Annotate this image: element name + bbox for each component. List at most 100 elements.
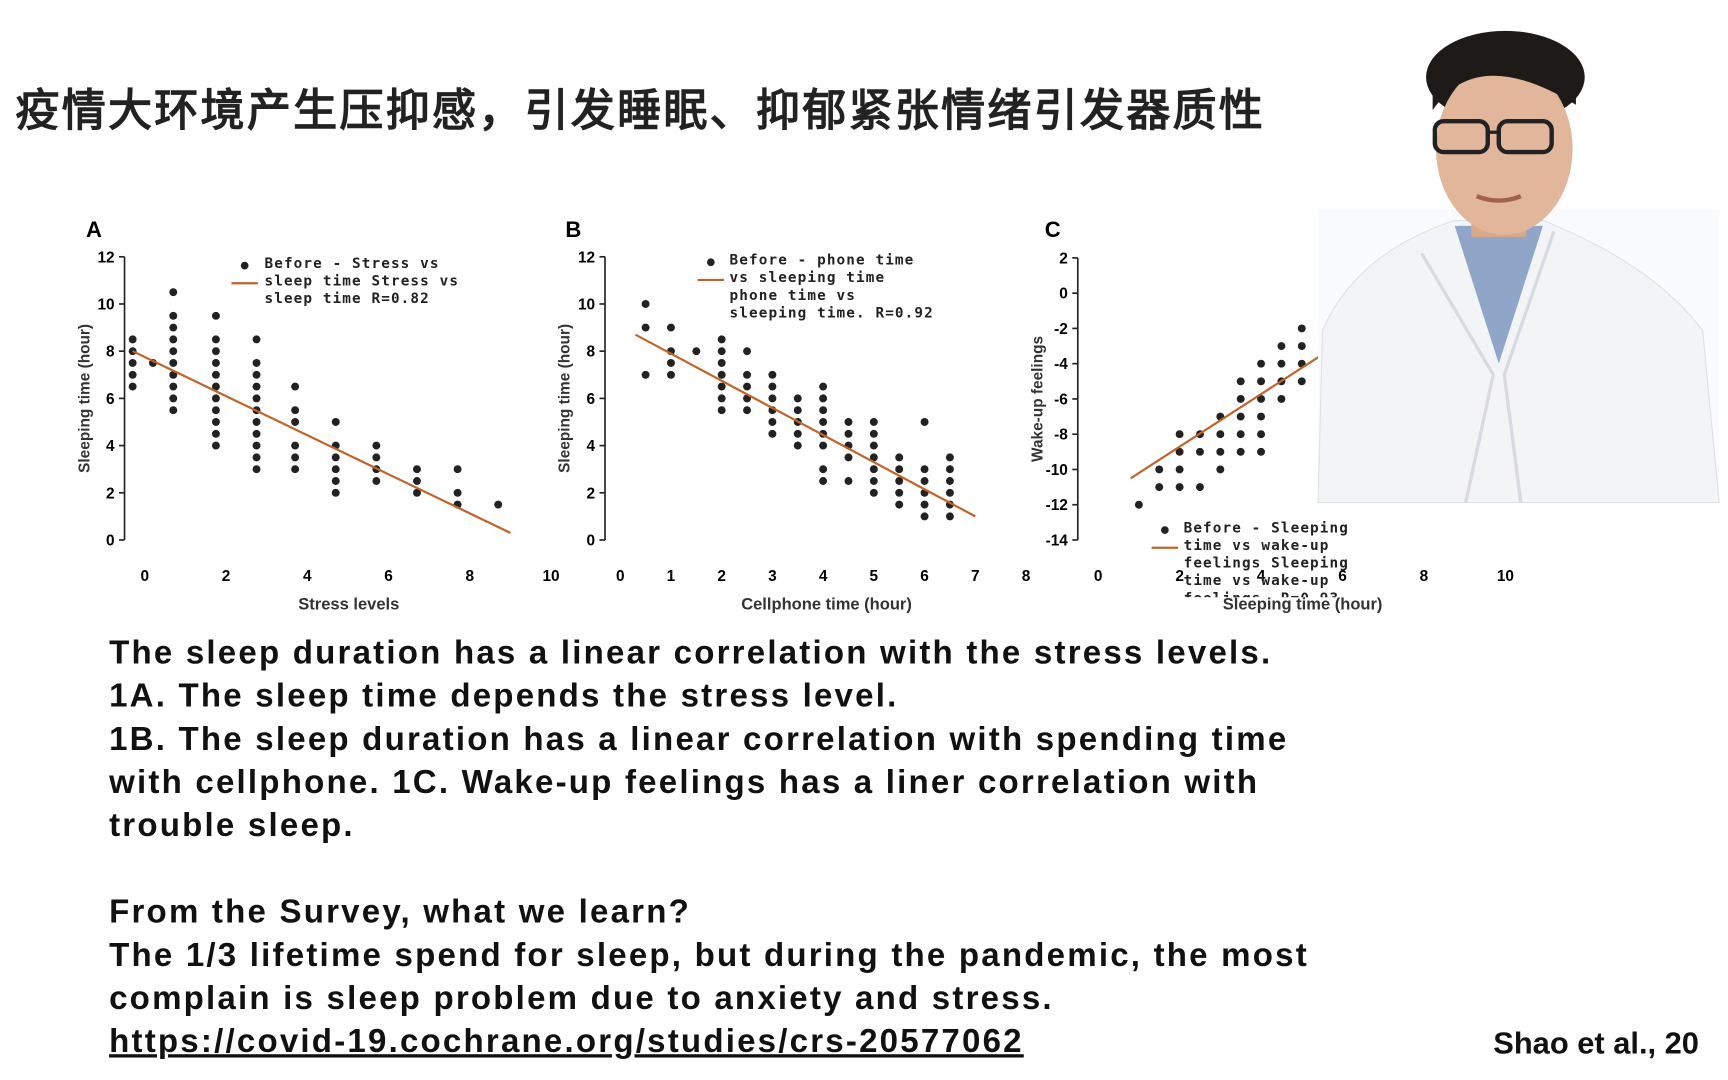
scatter-point [169, 311, 178, 320]
x-tick-label: 3 [768, 568, 777, 585]
scatter-point [1257, 412, 1266, 421]
y-tick-label: 12 [578, 249, 595, 266]
scatter-point [1297, 324, 1306, 333]
scatter-point [1195, 483, 1204, 492]
scatter-point [743, 382, 752, 391]
scatter-point [768, 382, 777, 391]
scatter-point [211, 418, 220, 426]
scatter-point [1257, 430, 1266, 439]
legend: Before - phone time vs sleeping time pho… [730, 252, 939, 323]
scatter-point [920, 418, 929, 426]
scatter-point [372, 453, 381, 462]
scatter-point [1175, 430, 1184, 439]
scatter-point [169, 323, 178, 332]
x-axis-label: Sleeping time (hour) [1223, 594, 1383, 613]
x-tick-label: 2 [717, 568, 726, 585]
scatter-point [641, 323, 650, 332]
scatter-point [768, 394, 777, 403]
legend-text: Before - phone time vs sleeping time pho… [730, 252, 939, 323]
scatter-point [291, 418, 300, 426]
y-tick-label: -2 [1054, 321, 1068, 338]
scatter-point [920, 500, 929, 509]
scatter-point [291, 382, 300, 391]
scatter-point [1257, 394, 1266, 403]
scatter-point [869, 418, 878, 426]
y-tick-label: 12 [97, 249, 114, 266]
scatter-point [768, 370, 777, 379]
x-tick-label: 0 [141, 568, 150, 585]
scatter-point [413, 465, 421, 474]
scatter-point [869, 477, 878, 485]
scatter-point [331, 418, 340, 426]
scatter-point [768, 429, 777, 438]
scatter-point [128, 359, 137, 367]
x-tick-label: 10 [1497, 568, 1514, 585]
y-tick-label: -8 [1054, 427, 1068, 444]
scatter-point [869, 453, 878, 462]
scatter-point [372, 441, 381, 450]
scatter-point [1175, 465, 1184, 474]
legend-label: Stress vs sleep time R=0.82 [264, 273, 460, 308]
scatter-point [128, 335, 137, 344]
scatter-point [819, 394, 828, 403]
y-tick-label: 2 [106, 485, 115, 502]
x-axis-label: Cellphone time (hour) [741, 594, 912, 613]
scatter-point [819, 477, 828, 485]
scatter-point [291, 465, 300, 474]
scatter-point [920, 465, 929, 474]
y-tick-label: 4 [587, 438, 596, 455]
link[interactable]: https://covid-19.cochrane.org/studies/cr… [109, 1023, 1024, 1060]
scatter-point [1155, 483, 1164, 492]
shirt [1454, 225, 1543, 364]
scatter-point [844, 418, 853, 426]
scatter-point [169, 382, 178, 391]
scatter-point [1216, 447, 1225, 456]
scatter-point [169, 394, 178, 403]
y-tick-label: 8 [587, 344, 596, 361]
scatter-point [819, 465, 828, 474]
y-tick-label: -14 [1046, 533, 1069, 550]
white-coat [1317, 219, 1720, 504]
legend-label: Before - Sleeping time vs wake-up feelin… [1183, 520, 1349, 572]
scatter-point [869, 465, 878, 474]
y-tick-label: -10 [1046, 462, 1068, 479]
x-tick-label: 6 [920, 568, 929, 585]
scatter-point [743, 406, 752, 415]
scatter-point [128, 370, 137, 379]
scatter-point [211, 370, 220, 379]
citation: Shao et al., 20 [1493, 1026, 1699, 1061]
x-axis-label: Stress levels [298, 594, 399, 613]
scatter-point [819, 382, 828, 391]
scatter-point [793, 406, 802, 415]
y-axis-label: Sleeping time (hour) [557, 324, 574, 473]
scatter-point [252, 335, 261, 344]
scatter-point [169, 347, 178, 356]
x-tick-label: 6 [384, 568, 393, 585]
scatter-point [895, 453, 904, 462]
y-tick-label: -12 [1046, 497, 1068, 514]
scatter-point [768, 418, 777, 426]
scatter-point [1297, 342, 1306, 351]
glasses-right [1496, 119, 1554, 155]
panel-label: A [86, 217, 102, 242]
scatter-point [793, 394, 802, 403]
y-axis-label: Wake-up feelings [1030, 336, 1047, 462]
scatter-point [945, 477, 954, 485]
x-tick-label: 2 [222, 568, 231, 585]
x-tick-label: 0 [1094, 568, 1103, 585]
scatter-point [1257, 377, 1266, 386]
x-tick-label: 8 [465, 568, 474, 585]
fringe [1432, 52, 1576, 111]
scatter-point [291, 441, 300, 450]
legend-label: Sleeping time vs wake-up feelings. R=0.9… [1183, 555, 1349, 597]
scatter-point [453, 465, 462, 474]
scatter-point [1216, 430, 1225, 439]
scatter-point [211, 359, 220, 367]
mouth [1475, 194, 1522, 203]
coat-lapels [1420, 230, 1556, 503]
scatter-point [717, 359, 726, 367]
scatter-point [1236, 430, 1245, 439]
scatter-point [945, 512, 954, 521]
